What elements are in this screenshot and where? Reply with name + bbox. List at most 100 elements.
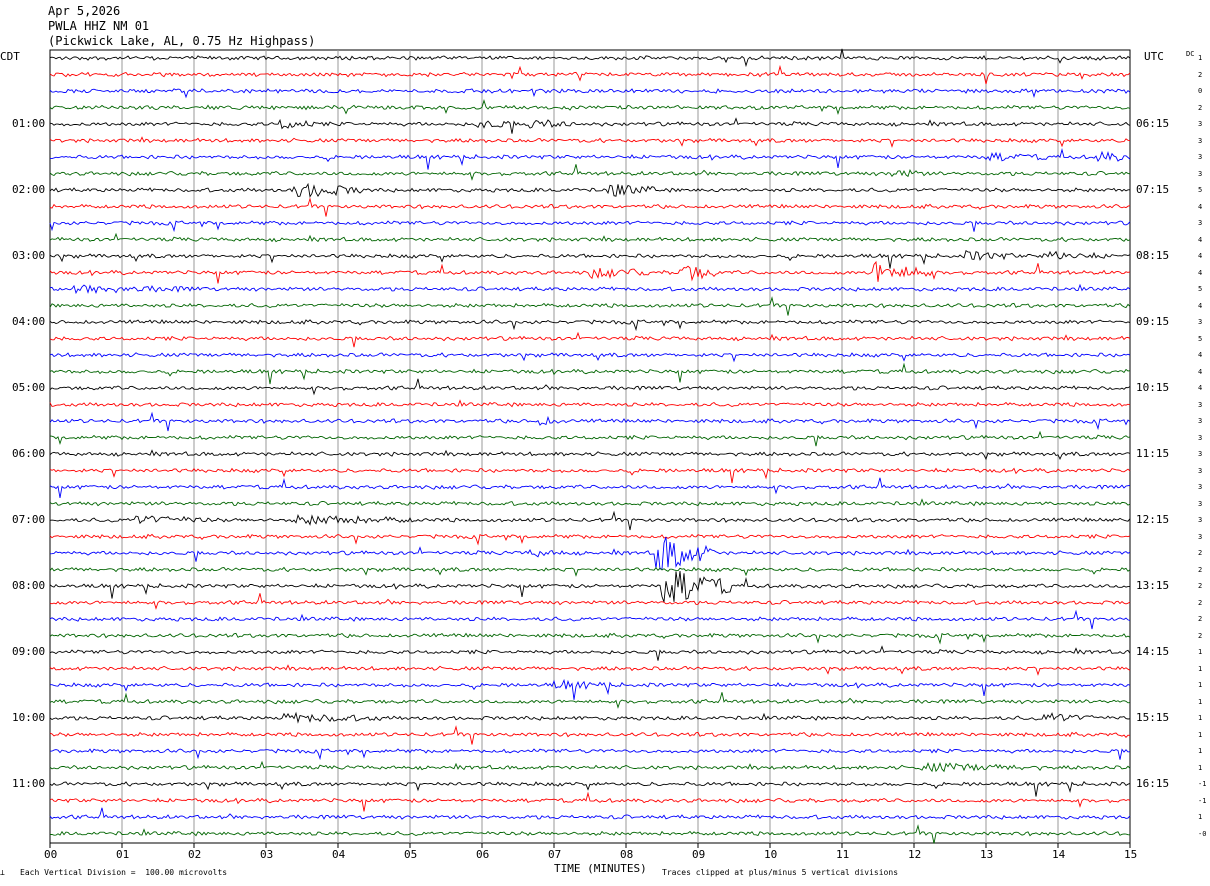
dc-offset-value: 4 xyxy=(1198,351,1203,359)
dc-offset-value: 3 xyxy=(1198,169,1203,178)
x-axis-title: TIME (MINUTES) xyxy=(554,862,647,875)
dc-offset-value: 3 xyxy=(1198,516,1203,524)
dc-offset-value: 3 xyxy=(1198,483,1203,491)
dc-offset-value: 1 xyxy=(1198,681,1203,689)
trace-14 xyxy=(49,283,1131,295)
dc-offset-value: 5 xyxy=(1198,285,1203,293)
trace-45 xyxy=(49,791,1131,812)
x-tick-label: 14 xyxy=(1052,848,1066,861)
dc-offset-value: 1 xyxy=(1198,747,1203,755)
left-time-label: 09:00 xyxy=(12,645,46,658)
trace-32 xyxy=(49,570,1130,603)
dc-offset-value: 1 xyxy=(1198,714,1203,722)
location-label: (Pickwick Lake, AL, 0.75 Hz Highpass) xyxy=(48,34,316,48)
trace-39 xyxy=(49,692,1131,709)
dc-offset-value: -1 xyxy=(1198,780,1207,788)
right-time-label: 06:15 xyxy=(1136,117,1170,130)
trace-34 xyxy=(49,609,1131,630)
trace-1 xyxy=(49,64,1131,85)
dc-offset-value: 2 xyxy=(1198,549,1203,557)
dc-offset-value: 3 xyxy=(1198,136,1203,145)
trace-27 xyxy=(49,498,1131,507)
trace-21 xyxy=(49,399,1131,408)
left-time-label: 10:00 xyxy=(12,711,46,724)
x-tick-label: 07 xyxy=(548,848,562,861)
x-tick-label: 13 xyxy=(980,848,994,861)
dc-offset-value: 1 xyxy=(1198,730,1203,739)
scale-note: Each Vertical Division = 100.00 microvol… xyxy=(20,868,228,877)
trace-43 xyxy=(49,760,1131,773)
dc-offset-value: -0 xyxy=(1198,829,1207,838)
plot-date: Apr 5,2026 xyxy=(48,4,121,18)
trace-28 xyxy=(49,510,1131,531)
dc-offset-value: 4 xyxy=(1198,202,1203,211)
right-time-label: 10:15 xyxy=(1136,381,1170,394)
left-time-label: 07:00 xyxy=(12,513,46,526)
right-time-label: 13:15 xyxy=(1136,579,1170,592)
right-time-label: 11:15 xyxy=(1136,447,1170,460)
left-time-label: 05:00 xyxy=(12,381,46,394)
trace-42 xyxy=(49,748,1131,761)
trace-38 xyxy=(50,678,1131,700)
trace-2 xyxy=(49,88,1131,99)
dc-offset-value: 3 xyxy=(1198,532,1203,541)
trace-40 xyxy=(49,711,1131,724)
dc-offset-value: 1 xyxy=(1198,763,1203,772)
dc-offset-value: 3 xyxy=(1198,219,1203,227)
trace-19 xyxy=(49,362,1131,385)
x-tick-label: 02 xyxy=(188,848,202,861)
dc-offset-value: 5 xyxy=(1198,186,1203,194)
trace-29 xyxy=(49,533,1131,546)
x-tick-label: 03 xyxy=(260,848,274,861)
dc-offset-value: 1 xyxy=(1198,664,1203,673)
right-time-label: 09:15 xyxy=(1136,315,1170,328)
scale-marker-icon: ⟂ xyxy=(0,868,5,877)
dc-offset-value: 2 xyxy=(1198,103,1203,112)
x-tick-label: 04 xyxy=(332,848,346,861)
trace-24 xyxy=(49,449,1131,461)
x-tick-label: 06 xyxy=(476,848,490,861)
trace-3 xyxy=(49,98,1131,115)
trace-23 xyxy=(49,430,1131,447)
dc-offset-value: -1 xyxy=(1198,796,1207,805)
dc-offset-value: 4 xyxy=(1198,301,1203,310)
dc-offset-value: 0 xyxy=(1198,87,1203,95)
trace-33 xyxy=(49,593,1131,610)
dc-offset-value: 4 xyxy=(1198,235,1203,244)
dc-offset-value: 1 xyxy=(1198,697,1203,706)
left-time-label: 06:00 xyxy=(12,447,46,460)
trace-17 xyxy=(49,331,1131,348)
right-time-label: 16:15 xyxy=(1136,777,1170,790)
dc-offset-value: 3 xyxy=(1198,318,1203,326)
x-tick-label: 11 xyxy=(836,848,850,861)
trace-13 xyxy=(49,260,1131,284)
x-tick-label: 15 xyxy=(1124,848,1138,861)
trace-26 xyxy=(49,477,1131,498)
trace-16 xyxy=(49,319,1131,332)
x-tick-label: 12 xyxy=(908,848,922,861)
trace-47 xyxy=(49,824,1131,844)
x-tick-label: 09 xyxy=(692,848,706,861)
dc-offset-value: 3 xyxy=(1198,153,1203,161)
trace-7 xyxy=(49,164,1131,181)
trace-36 xyxy=(49,645,1131,661)
right-timezone-label: UTC xyxy=(1144,50,1164,63)
dc-offset-value: 3 xyxy=(1198,450,1203,458)
dc-offset-value: 2 xyxy=(1198,598,1203,607)
trace-35 xyxy=(49,632,1131,645)
left-time-label: 02:00 xyxy=(12,183,46,196)
trace-6 xyxy=(49,148,1131,170)
dc-offset-value: 5 xyxy=(1198,334,1203,343)
trace-30 xyxy=(49,536,1131,570)
trace-4 xyxy=(49,117,1131,134)
dc-offset-value: 3 xyxy=(1198,417,1203,425)
dc-header-label: DC xyxy=(1186,50,1195,58)
trace-5 xyxy=(49,136,1131,148)
trace-37 xyxy=(49,664,1131,676)
x-tick-label: 10 xyxy=(764,848,778,861)
x-tick-label: 01 xyxy=(116,848,130,861)
x-tick-label: 08 xyxy=(620,848,634,861)
trace-8 xyxy=(49,182,1130,198)
left-time-label: 08:00 xyxy=(12,579,46,592)
